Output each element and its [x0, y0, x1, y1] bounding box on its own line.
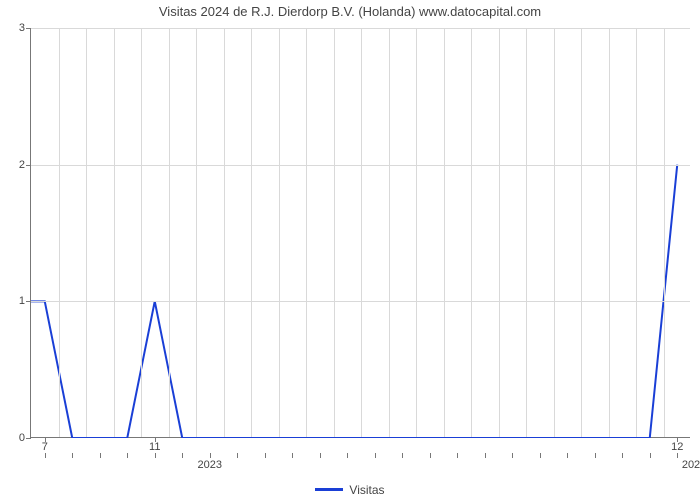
gridline-vertical — [499, 28, 500, 437]
x-minor-tick — [265, 453, 266, 458]
x-minor-tick — [650, 453, 651, 458]
x-minor-tick — [155, 453, 156, 458]
x-minor-tick — [127, 453, 128, 458]
gridline-vertical — [224, 28, 225, 437]
gridline-vertical — [444, 28, 445, 437]
x-minor-tick — [100, 453, 101, 458]
x-minor-tick — [567, 453, 568, 458]
legend-label: Visitas — [349, 483, 384, 497]
gridline-vertical — [251, 28, 252, 437]
gridline-vertical — [416, 28, 417, 437]
x-minor-tick — [182, 453, 183, 458]
gridline-vertical — [389, 28, 390, 437]
gridline-vertical — [114, 28, 115, 437]
gridline-horizontal — [31, 165, 690, 166]
x-tick-label: 11 — [149, 437, 160, 453]
gridline-vertical — [279, 28, 280, 437]
y-tick-mark — [26, 165, 31, 166]
x-minor-tick — [347, 453, 348, 458]
x-minor-tick — [457, 453, 458, 458]
gridline-vertical — [196, 28, 197, 437]
x-tick-label: 12 — [671, 437, 683, 453]
gridline-vertical — [361, 28, 362, 437]
y-tick-mark — [26, 438, 31, 439]
legend-swatch — [315, 488, 343, 491]
x-minor-tick — [430, 453, 431, 458]
gridline-vertical — [59, 28, 60, 437]
legend-item-visitas: Visitas — [315, 483, 384, 497]
x-minor-tick — [540, 453, 541, 458]
gridline-horizontal — [31, 301, 690, 302]
x-minor-tick — [320, 453, 321, 458]
gridline-vertical — [141, 28, 142, 437]
plot-area: 0123711122023202 — [30, 28, 690, 438]
x-minor-tick — [292, 453, 293, 458]
gridline-vertical — [554, 28, 555, 437]
gridline-horizontal — [31, 28, 690, 29]
gridline-vertical — [664, 28, 665, 437]
x-minor-tick — [485, 453, 486, 458]
chart-container: Visitas 2024 de R.J. Dierdorp B.V. (Hola… — [0, 0, 700, 500]
gridline-vertical — [636, 28, 637, 437]
y-tick-mark — [26, 301, 31, 302]
x-minor-tick — [595, 453, 596, 458]
legend: Visitas — [0, 478, 700, 497]
x-minor-tick — [677, 453, 678, 458]
x-minor-tick — [512, 453, 513, 458]
gridline-vertical — [306, 28, 307, 437]
x-minor-tick — [402, 453, 403, 458]
gridline-vertical — [609, 28, 610, 437]
x-minor-tick — [45, 453, 46, 458]
gridline-vertical — [169, 28, 170, 437]
x-secondary-label: 202 — [682, 459, 700, 471]
x-minor-tick — [237, 453, 238, 458]
gridline-vertical — [86, 28, 87, 437]
gridline-vertical — [334, 28, 335, 437]
gridline-vertical — [526, 28, 527, 437]
y-tick-mark — [26, 28, 31, 29]
gridline-vertical — [581, 28, 582, 437]
x-minor-tick — [210, 453, 211, 458]
x-tick-label: 7 — [42, 437, 48, 453]
x-secondary-label: 2023 — [198, 459, 222, 471]
x-minor-tick — [72, 453, 73, 458]
gridline-vertical — [471, 28, 472, 437]
x-minor-tick — [375, 453, 376, 458]
chart-title: Visitas 2024 de R.J. Dierdorp B.V. (Hola… — [0, 4, 700, 19]
x-minor-tick — [622, 453, 623, 458]
